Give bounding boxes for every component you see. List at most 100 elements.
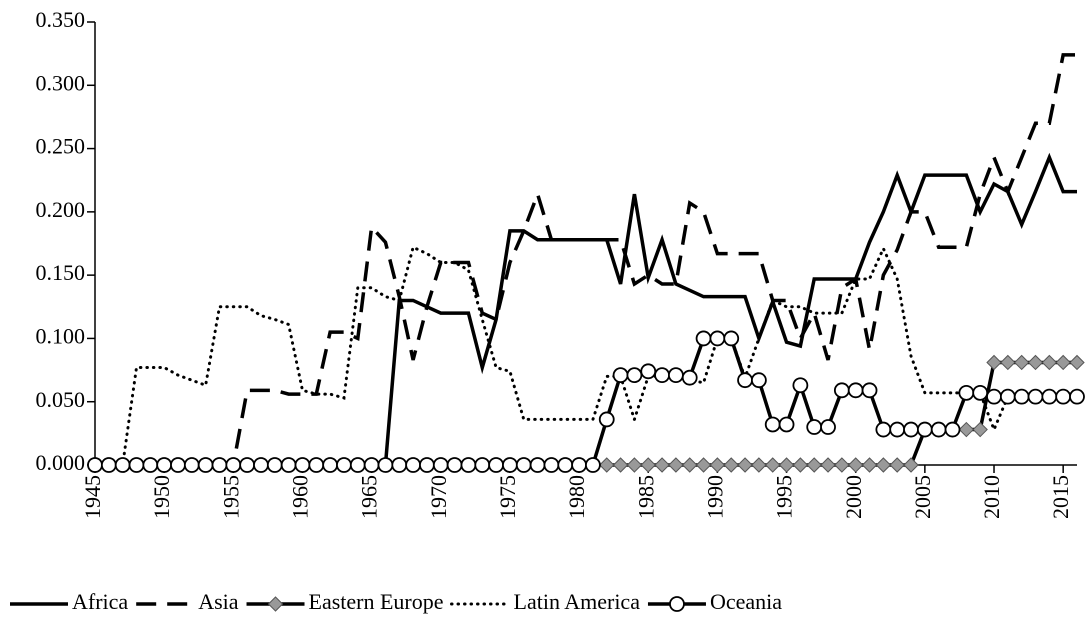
legend: Africa Asia Eastern Europe Latin America Oce… xyxy=(10,589,782,614)
marker xyxy=(986,388,1002,405)
x-tick-label: 1960 xyxy=(288,475,313,519)
marker xyxy=(820,419,836,435)
marker xyxy=(709,457,726,473)
marker xyxy=(944,421,961,438)
marker xyxy=(682,457,698,473)
series-line xyxy=(95,336,1077,467)
marker xyxy=(806,419,823,435)
marker xyxy=(170,457,186,473)
marker xyxy=(363,457,380,473)
series-line xyxy=(95,53,1077,467)
marker xyxy=(723,457,739,473)
marker xyxy=(391,457,408,473)
marker xyxy=(1041,388,1058,405)
marker xyxy=(142,457,159,473)
marker xyxy=(349,457,366,473)
y-tick-label: 0.000 xyxy=(36,450,86,475)
marker xyxy=(280,457,297,473)
marker xyxy=(599,457,615,473)
marker xyxy=(847,457,864,473)
x-tick-label: 1990 xyxy=(702,475,727,519)
marker xyxy=(1055,388,1072,405)
marker xyxy=(211,457,228,473)
x-tick-label: 1945 xyxy=(80,475,105,519)
marker xyxy=(750,372,767,389)
marker xyxy=(695,330,712,347)
marker xyxy=(294,457,311,473)
legend-marker xyxy=(267,596,284,612)
marker xyxy=(958,421,975,438)
legend-label: Latin America xyxy=(514,589,641,614)
marker xyxy=(460,457,477,473)
y-tick-label: 0.300 xyxy=(36,70,86,95)
marker xyxy=(322,457,339,473)
marker xyxy=(1069,388,1085,405)
marker xyxy=(903,421,919,438)
marker xyxy=(266,457,283,473)
y-tick-label: 0.200 xyxy=(36,197,86,222)
marker xyxy=(612,367,629,384)
marker xyxy=(474,457,491,473)
y-tick-label: 0.100 xyxy=(36,323,86,348)
series-line xyxy=(93,244,1079,467)
marker xyxy=(529,457,546,473)
x-tick-label: 1995 xyxy=(772,475,797,519)
marker xyxy=(585,457,601,473)
x-tick-label: 1965 xyxy=(357,475,382,519)
marker xyxy=(999,388,1016,405)
marker xyxy=(557,457,574,473)
marker xyxy=(377,457,394,473)
marker xyxy=(709,330,726,347)
x-tick-label: 1975 xyxy=(495,475,520,519)
x-tick-label: 2010 xyxy=(979,475,1004,519)
x-tick-label: 1970 xyxy=(426,475,451,519)
y-tick-label: 0.350 xyxy=(36,7,86,32)
marker xyxy=(834,457,850,473)
marker xyxy=(889,457,905,473)
y-tick-label: 0.250 xyxy=(36,134,86,159)
marker xyxy=(889,421,906,438)
marker xyxy=(972,421,988,438)
marker xyxy=(1000,354,1016,371)
marker xyxy=(626,367,643,384)
marker xyxy=(308,457,325,473)
marker xyxy=(765,457,781,473)
legend-label: Asia xyxy=(198,589,239,614)
marker xyxy=(612,457,629,473)
marker xyxy=(861,457,878,473)
marker xyxy=(792,457,809,473)
legend-marker xyxy=(669,596,685,612)
marker xyxy=(681,369,698,386)
marker xyxy=(446,457,463,473)
marker xyxy=(861,382,878,399)
marker xyxy=(1027,388,1044,405)
x-tick-label: 2015 xyxy=(1048,475,1073,519)
marker xyxy=(1013,388,1030,405)
marker xyxy=(598,411,615,428)
x-tick-label: 1985 xyxy=(633,475,658,519)
marker xyxy=(668,457,684,473)
marker xyxy=(156,457,173,473)
marker xyxy=(751,457,767,473)
x-tick-label: 1980 xyxy=(564,475,589,519)
marker xyxy=(253,457,269,473)
marker xyxy=(183,457,200,473)
marker xyxy=(100,457,117,473)
marker xyxy=(640,363,657,380)
marker xyxy=(1041,354,1058,371)
marker xyxy=(820,457,836,473)
marker xyxy=(958,384,975,401)
marker xyxy=(1027,354,1044,371)
series xyxy=(87,330,1085,473)
marker xyxy=(432,457,449,473)
marker xyxy=(916,421,933,438)
marker xyxy=(571,457,587,473)
marker xyxy=(778,457,795,473)
marker xyxy=(833,382,850,399)
marker xyxy=(792,377,809,394)
marker xyxy=(502,457,518,473)
marker xyxy=(114,457,131,473)
marker xyxy=(737,372,753,389)
legend-label: Eastern Europe xyxy=(309,589,444,614)
